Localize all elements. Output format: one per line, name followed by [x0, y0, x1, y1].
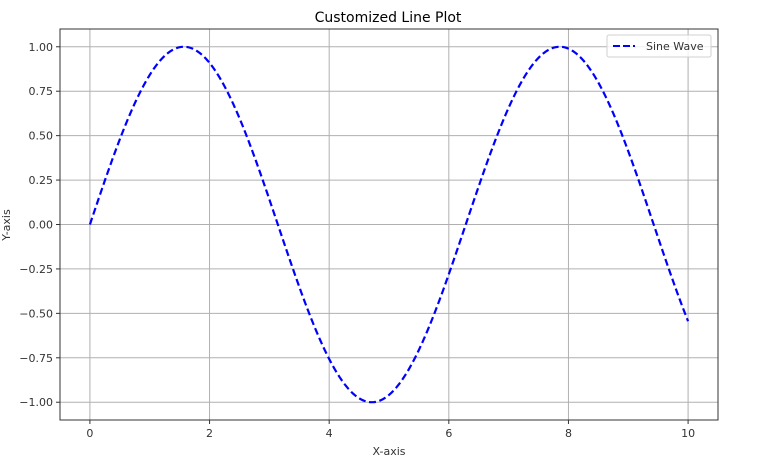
x-tick-label: 8: [565, 427, 572, 440]
x-axis-ticks: 0 2 4 6 8 10: [86, 420, 695, 440]
y-axis-ticks: 1.00 0.75 0.50 0.25 0.00 −0.25 −0.50 −0.75 −1.00: [19, 41, 60, 409]
legend: Sine Wave: [606, 34, 712, 58]
y-tick-label: −1.00: [19, 396, 53, 409]
x-tick-label: 6: [445, 427, 452, 440]
grid-lines: [60, 29, 718, 420]
x-axis-label: X-axis: [373, 445, 406, 458]
y-tick-label: −0.75: [19, 352, 53, 365]
y-tick-label: 0.25: [29, 174, 54, 187]
x-tick-label: 4: [326, 427, 333, 440]
y-tick-label: −0.25: [19, 263, 53, 276]
chart-title: Customized Line Plot: [315, 10, 462, 26]
x-tick-label: 10: [681, 427, 695, 440]
y-tick-label: 0.50: [29, 130, 54, 143]
y-axis-label: Y-axis: [0, 209, 13, 242]
y-tick-label: −0.50: [19, 307, 53, 320]
sine-wave-path: [88, 45, 690, 404]
y-tick-label: 1.00: [29, 41, 54, 54]
y-tick-label: 0.00: [29, 219, 54, 232]
x-tick-label: 0: [86, 427, 93, 440]
legend-label: Sine Wave: [646, 40, 704, 53]
y-tick-label: 0.75: [29, 85, 54, 98]
x-tick-label: 2: [206, 427, 213, 440]
sine-wave-line: [88, 45, 690, 404]
legend-box: [606, 34, 712, 58]
